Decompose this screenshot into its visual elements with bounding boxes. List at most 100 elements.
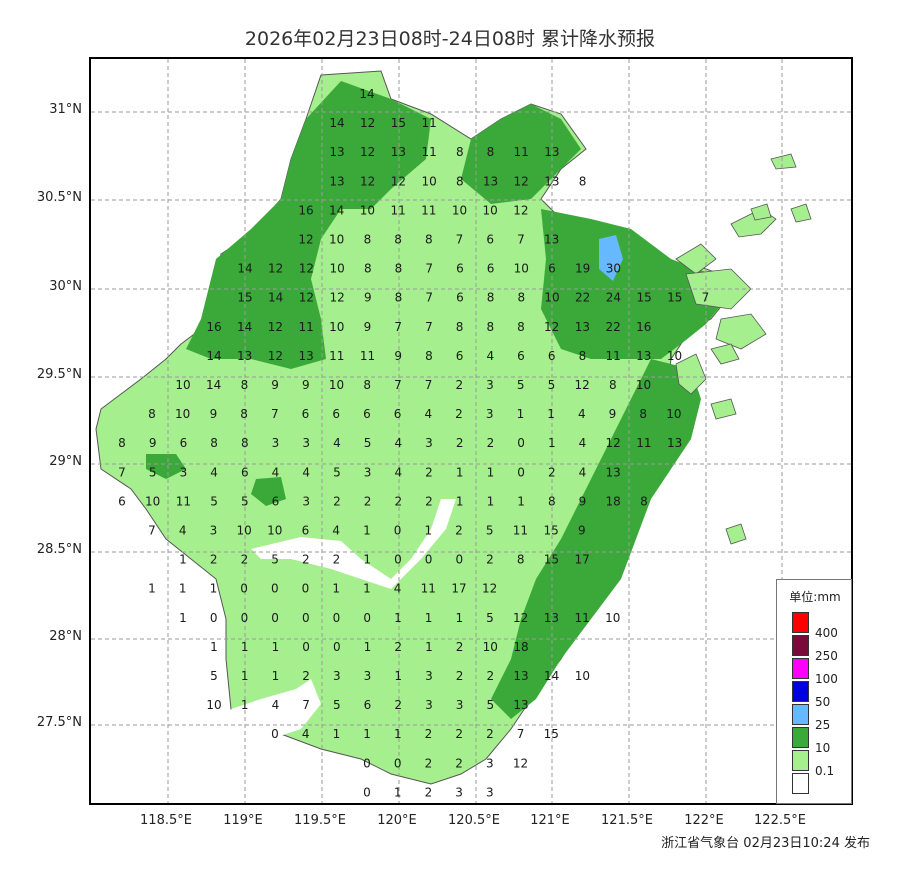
precip-value: 11 bbox=[636, 436, 651, 450]
precip-value: 12 bbox=[268, 320, 283, 334]
precip-value: 10 bbox=[360, 203, 375, 217]
precip-value: 14 bbox=[237, 320, 252, 334]
precip-value: 9 bbox=[364, 320, 372, 334]
precip-value: 8 bbox=[517, 553, 525, 567]
precip-value: 8 bbox=[517, 291, 525, 305]
precip-value: 0 bbox=[302, 611, 310, 625]
precip-value: 12 bbox=[391, 174, 406, 188]
precip-value: 12 bbox=[268, 349, 283, 363]
precip-value: 4 bbox=[394, 582, 402, 596]
precip-value: 15 bbox=[667, 291, 682, 305]
precip-value: 17 bbox=[451, 582, 466, 596]
precip-value: 5 bbox=[486, 698, 494, 712]
precip-value: 5 bbox=[210, 669, 218, 683]
precip-value: 10 bbox=[329, 262, 344, 276]
precip-value: 6 bbox=[241, 465, 249, 479]
precip-value: 8 bbox=[118, 436, 126, 450]
precip-value: 6 bbox=[302, 524, 310, 538]
precip-value: 0 bbox=[517, 436, 525, 450]
precip-value: 14 bbox=[329, 116, 344, 130]
precip-value: 4 bbox=[302, 465, 310, 479]
precip-value: 0 bbox=[302, 582, 310, 596]
longitude-label: 122°E bbox=[684, 813, 724, 828]
precip-value: 9 bbox=[609, 407, 617, 421]
precip-value: 8 bbox=[425, 349, 433, 363]
precip-value: 6 bbox=[548, 349, 556, 363]
precip-value: 14 bbox=[206, 378, 221, 392]
precip-value: 11 bbox=[514, 145, 529, 159]
precip-value: 8 bbox=[548, 494, 556, 508]
precip-value: 1 bbox=[241, 669, 249, 683]
precip-value: 11 bbox=[421, 582, 436, 596]
map-title: 2026年02月23日08时-24日08时 累计降水预报 bbox=[244, 28, 656, 50]
legend-label: 0.1 bbox=[815, 764, 835, 778]
precip-value: 17 bbox=[574, 553, 589, 567]
longitude-label: 121°E bbox=[530, 813, 570, 828]
precip-value: 15 bbox=[237, 291, 252, 305]
precip-value: 13 bbox=[329, 174, 344, 188]
precip-value: 2 bbox=[455, 756, 463, 770]
precip-value: 1 bbox=[394, 727, 402, 741]
precip-value: 7 bbox=[118, 465, 126, 479]
latitude-label: 28°N bbox=[49, 629, 82, 644]
precip-value: 0 bbox=[363, 756, 371, 770]
precip-value: 10 bbox=[175, 378, 190, 392]
precip-value: 1 bbox=[425, 640, 433, 654]
precip-value: 12 bbox=[360, 145, 375, 159]
legend-title: 单位:mm bbox=[789, 590, 841, 604]
precip-value: 0 bbox=[394, 553, 402, 567]
precip-value: 4 bbox=[332, 524, 340, 538]
precip-value: 2 bbox=[455, 378, 463, 392]
map-gridlines bbox=[91, 59, 851, 803]
precip-value: 8 bbox=[240, 407, 248, 421]
legend-swatch bbox=[792, 750, 809, 771]
precip-value: 8 bbox=[395, 262, 403, 276]
longitude-label: 118.5°E bbox=[140, 813, 192, 828]
precip-value: 2 bbox=[456, 640, 464, 654]
precip-value: 0 bbox=[210, 611, 218, 625]
precip-value: 3 bbox=[456, 698, 464, 712]
precip-value: 9 bbox=[149, 436, 157, 450]
precip-value: 8 bbox=[363, 378, 371, 392]
longitude-label: 120.5°E bbox=[448, 813, 500, 828]
precip-value: 14 bbox=[329, 203, 344, 217]
precip-value: 1 bbox=[487, 494, 495, 508]
legend-swatch bbox=[792, 612, 809, 633]
precip-value: 4 bbox=[210, 465, 218, 479]
precip-value: 3 bbox=[364, 465, 372, 479]
precip-value: 8 bbox=[487, 145, 495, 159]
precip-value: 13 bbox=[544, 611, 559, 625]
precip-value: 3 bbox=[364, 669, 372, 683]
precip-value: 6 bbox=[332, 407, 340, 421]
precip-value: 10 bbox=[483, 640, 498, 654]
precip-value: 8 bbox=[394, 233, 402, 247]
latitude-label: 29.5°N bbox=[36, 367, 82, 382]
precip-value: 2 bbox=[455, 727, 463, 741]
precip-value: 2 bbox=[302, 553, 310, 567]
precip-value: 7 bbox=[702, 291, 710, 305]
precip-value: 12 bbox=[268, 262, 283, 276]
precip-value: 12 bbox=[360, 116, 375, 130]
precip-value: 7 bbox=[425, 291, 433, 305]
precip-value: 12 bbox=[514, 174, 529, 188]
precip-value: 3 bbox=[272, 436, 280, 450]
precip-value: 1 bbox=[394, 669, 402, 683]
precip-value: 9 bbox=[210, 407, 218, 421]
precip-value: 11 bbox=[574, 611, 589, 625]
precip-value: 0 bbox=[271, 582, 279, 596]
precip-value: 12 bbox=[329, 291, 344, 305]
precip-value: 1 bbox=[456, 465, 464, 479]
precip-value: 5 bbox=[517, 378, 525, 392]
precip-value: 12 bbox=[544, 320, 559, 334]
precip-value: 11 bbox=[390, 203, 405, 217]
precip-value: 5 bbox=[149, 465, 157, 479]
precip-value: 3 bbox=[486, 378, 494, 392]
precip-value: 10 bbox=[421, 174, 436, 188]
precip-value: 11 bbox=[513, 524, 528, 538]
precip-value: 4 bbox=[179, 524, 187, 538]
precip-value: 9 bbox=[302, 378, 310, 392]
precip-value: 2 bbox=[486, 727, 494, 741]
precip-value: 8 bbox=[241, 378, 249, 392]
precip-value: 2 bbox=[425, 756, 433, 770]
latitude-label: 31°N bbox=[49, 102, 82, 117]
